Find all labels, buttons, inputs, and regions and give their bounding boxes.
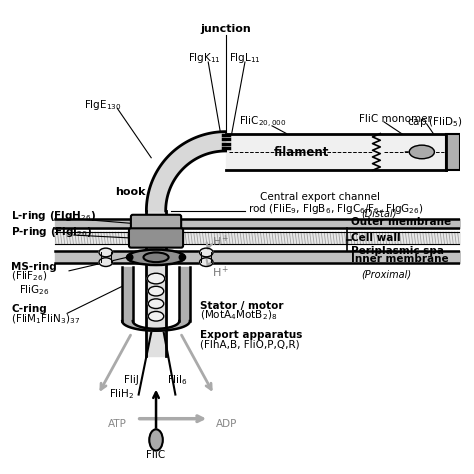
Text: FliG$_{26}$: FliG$_{26}$ bbox=[19, 283, 49, 297]
Text: ADP: ADP bbox=[216, 419, 237, 428]
Text: H$^+$: H$^+$ bbox=[212, 265, 230, 281]
Text: L-ring (FlgH$_{26}$): L-ring (FlgH$_{26}$) bbox=[11, 209, 96, 223]
Text: FliC monomer: FliC monomer bbox=[359, 114, 432, 124]
Text: (FlhA,B, FliO,P,Q,R): (FlhA,B, FliO,P,Q,R) bbox=[200, 339, 299, 349]
Text: Stator / motor: Stator / motor bbox=[200, 301, 283, 310]
FancyBboxPatch shape bbox=[129, 228, 183, 247]
Text: (Distal): (Distal) bbox=[361, 209, 396, 219]
Text: FlgL$_{11}$: FlgL$_{11}$ bbox=[229, 51, 261, 65]
Ellipse shape bbox=[99, 258, 112, 266]
Text: hook: hook bbox=[115, 187, 145, 197]
Ellipse shape bbox=[149, 429, 163, 451]
Ellipse shape bbox=[409, 145, 434, 159]
Text: ATP: ATP bbox=[108, 419, 127, 428]
Text: rod (FliE$_9$, FlgB$_6$, FlgC$_6$/F$_6$, FlgG$_{26}$): rod (FliE$_9$, FlgB$_6$, FlgC$_6$/F$_6$,… bbox=[248, 202, 423, 216]
Text: P-ring (FlgI$_{26}$): P-ring (FlgI$_{26}$) bbox=[11, 225, 92, 239]
Polygon shape bbox=[122, 321, 190, 331]
Text: filament: filament bbox=[273, 146, 328, 159]
Text: FliH$_2$: FliH$_2$ bbox=[109, 388, 135, 401]
Text: junction: junction bbox=[200, 24, 251, 34]
Bar bbox=[446, 134, 459, 170]
Text: Outer membrane: Outer membrane bbox=[351, 217, 451, 227]
Ellipse shape bbox=[144, 253, 169, 262]
Ellipse shape bbox=[148, 311, 164, 321]
Text: FliC: FliC bbox=[146, 450, 165, 460]
Text: Export apparatus: Export apparatus bbox=[200, 329, 302, 339]
Text: FlgE$_{130}$: FlgE$_{130}$ bbox=[84, 98, 122, 111]
Text: Periplasmic spa: Periplasmic spa bbox=[351, 246, 444, 255]
Text: Central export channel: Central export channel bbox=[260, 192, 380, 202]
Text: FliC$_{20,000}$: FliC$_{20,000}$ bbox=[238, 114, 286, 129]
Text: FlgK$_{11}$: FlgK$_{11}$ bbox=[188, 51, 221, 65]
Text: (FliM$_1$FliN$_3$)$_{37}$: (FliM$_1$FliN$_3$)$_{37}$ bbox=[11, 312, 80, 326]
Text: (FliF$_{26}$): (FliF$_{26}$) bbox=[11, 270, 47, 283]
Ellipse shape bbox=[147, 273, 165, 284]
Text: cap (FliD$_5$): cap (FliD$_5$) bbox=[407, 115, 463, 129]
Text: MS-ring: MS-ring bbox=[11, 262, 57, 272]
Ellipse shape bbox=[127, 255, 133, 260]
Text: H$^+$: H$^+$ bbox=[212, 234, 230, 249]
FancyBboxPatch shape bbox=[131, 215, 181, 232]
Text: Cell wall: Cell wall bbox=[351, 233, 401, 243]
Ellipse shape bbox=[200, 258, 213, 266]
Ellipse shape bbox=[148, 299, 164, 309]
Polygon shape bbox=[146, 132, 226, 211]
Ellipse shape bbox=[127, 250, 185, 265]
Text: FliJ: FliJ bbox=[125, 375, 139, 385]
Ellipse shape bbox=[200, 248, 213, 257]
Text: (MotA$_4$MotB$_2$)$_8$: (MotA$_4$MotB$_2$)$_8$ bbox=[200, 309, 277, 322]
Text: Inner membrane: Inner membrane bbox=[351, 254, 449, 264]
Ellipse shape bbox=[148, 286, 164, 296]
Text: (Proximal): (Proximal) bbox=[361, 270, 411, 280]
Text: FliI$_6$: FliI$_6$ bbox=[167, 373, 188, 387]
Ellipse shape bbox=[99, 248, 112, 257]
Ellipse shape bbox=[179, 255, 185, 260]
Text: C-ring: C-ring bbox=[11, 304, 47, 314]
